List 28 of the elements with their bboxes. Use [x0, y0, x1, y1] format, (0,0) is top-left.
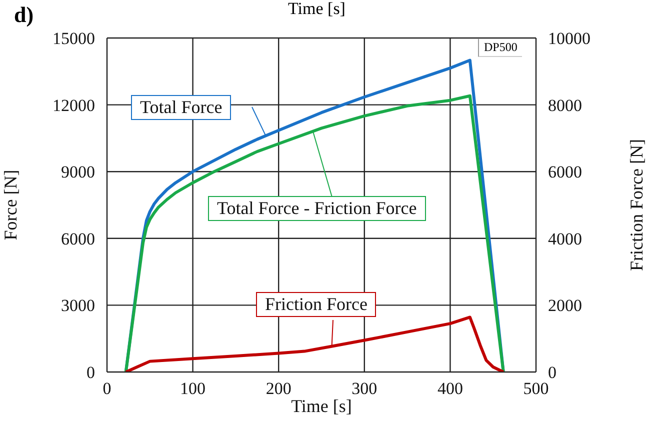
y2-tick-label: 10000 — [548, 29, 590, 48]
text: Time [s] — [288, 0, 346, 18]
x-tick-label: 400 — [437, 379, 463, 398]
x-tick-label: 500 — [523, 379, 549, 398]
y-axis-title: Force [N] — [0, 170, 20, 240]
series-label: Friction Force — [256, 292, 376, 317]
y2-tick-label: 8000 — [548, 96, 582, 115]
y-tick-label: 3000 — [61, 296, 95, 316]
annotation: DP500 — [478, 39, 522, 57]
y2-tick-label: 6000 — [548, 162, 582, 182]
y2-tick-label: 2000 — [548, 296, 582, 316]
x-tick-label: 0 — [102, 379, 112, 398]
y-tick-label: 9000 — [61, 162, 95, 182]
y-tick-label: 0 — [86, 363, 95, 382]
line-series — [124, 316, 505, 372]
x-tick-label: 200 — [266, 379, 292, 398]
y2-tick-label: 0 — [548, 363, 556, 382]
series-label: Total Force — [131, 95, 232, 120]
y2-tick-label: 4000 — [548, 229, 582, 248]
x-tick-label: 300 — [352, 379, 378, 398]
y-tick-label: 6000 — [61, 229, 95, 248]
x-axis-title: Time [s] — [291, 396, 352, 416]
y-tick-label: 15000 — [52, 29, 95, 48]
y-tick-label: 12000 — [52, 96, 95, 115]
y2-axis-title: Friction Force [N] — [626, 139, 646, 271]
x-tick-label: 100 — [180, 379, 206, 398]
series-label: Total Force - Friction Force — [208, 196, 426, 221]
chart-title: d) — [14, 2, 34, 28]
